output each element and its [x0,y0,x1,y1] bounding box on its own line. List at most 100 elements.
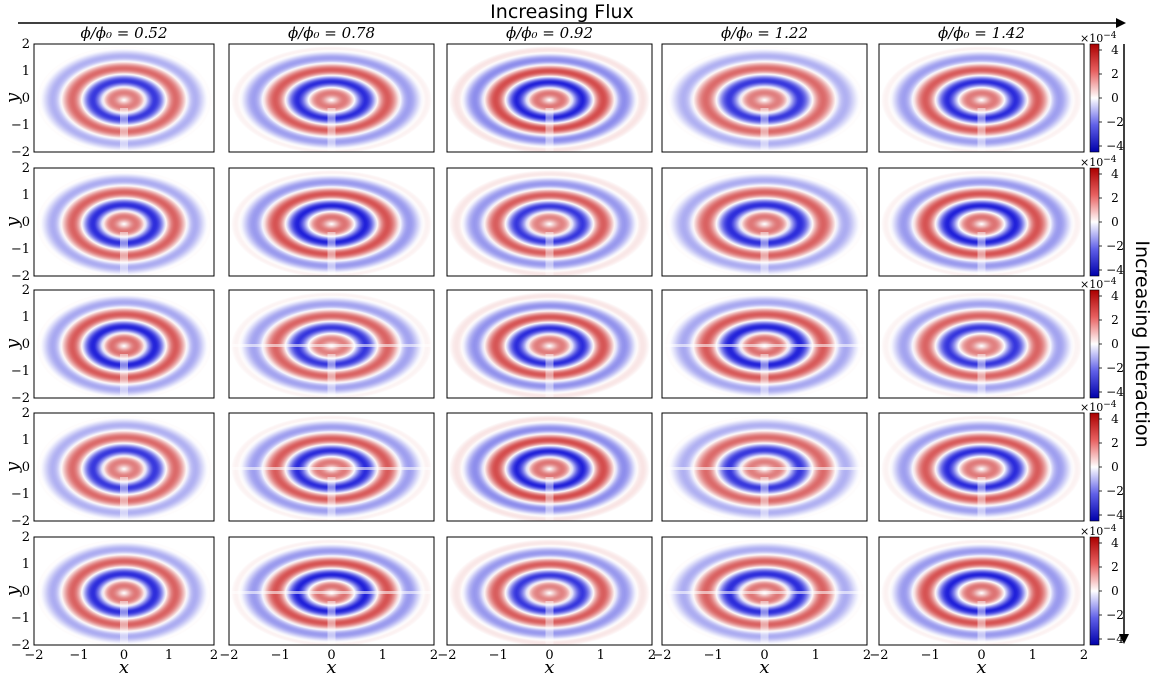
x-axis-label: x [544,657,554,678]
x-tick-label: −2 [24,648,43,663]
x-tick-label: 2 [210,648,218,663]
heatmap-panel [34,290,214,398]
y-tick-label: −1 [11,611,30,626]
y-axis-label: y [2,216,23,228]
x-tick-label: 0 [977,648,985,663]
y-tick-label: −1 [11,118,30,133]
colorbar-tick-label: −4 [1106,632,1124,646]
column-title: ϕ/ϕ₀ = 1.22 [721,24,808,42]
colorbar-tick-label: 0 [1111,460,1119,474]
heatmap-panel [879,44,1084,152]
heatmap-panel [662,413,867,521]
panel-frame [661,412,868,522]
spiral-pattern [449,292,650,398]
x-tick-label: −1 [704,648,723,663]
y-tick-label: −2 [11,391,30,406]
colorbar-tick-label: −2 [1106,361,1124,375]
spiral-pattern [449,46,650,152]
y-tick-label: −2 [11,514,30,529]
panel-frame [446,43,653,153]
colorbar [1089,43,1100,153]
x-tick-label: −2 [652,648,671,663]
spiral-pattern [881,415,1082,521]
y-tick-label: −2 [11,269,30,284]
colorbar [1089,167,1100,277]
flux-label: Increasing Flux [490,1,634,23]
x-tick-label: 1 [812,648,820,663]
heatmap-panel [34,537,214,645]
y-tick-label: 1 [22,310,30,325]
heatmap-panel [447,290,652,398]
heatmap-panel [447,537,652,645]
x-tick-label: 2 [648,648,656,663]
x-tick-label: 1 [165,648,173,663]
panel-frame [228,289,435,399]
column-title: ϕ/ϕ₀ = 0.52 [80,24,167,42]
heatmap-panel [879,413,1084,521]
panel-frame [661,167,868,277]
x-tick-label: 1 [1029,648,1037,663]
x-tick-label: 0 [327,648,335,663]
x-tick-label: 2 [863,648,871,663]
colorbar-tick-label: 2 [1111,560,1119,574]
x-tick-label: −1 [69,648,88,663]
colorbar-tick-label: 4 [1111,43,1119,57]
panel-frame [878,167,1085,277]
y-tick-label: −1 [11,487,30,502]
panel-frame [878,43,1085,153]
column-title: ϕ/ϕ₀ = 1.42 [938,24,1025,42]
panel-frame [228,412,435,522]
colorbar-tick-label: 0 [1111,91,1119,105]
colorbar [1089,536,1100,646]
heatmap-panel [34,168,214,276]
x-axis-label: x [326,657,336,678]
y-tick-label: −1 [11,364,30,379]
colorbar [1089,289,1100,399]
spiral-pattern [449,170,650,276]
spiral-pattern [231,46,432,152]
column-title: ϕ/ϕ₀ = 0.78 [288,24,375,42]
panel-frame [878,412,1085,522]
panel-frame [228,43,435,153]
y-tick-label: 2 [22,37,30,52]
colorbar-tick-label: −2 [1106,115,1124,129]
heatmap-panel [447,168,652,276]
heatmap-panel [34,44,214,152]
spiral-pattern [881,170,1082,276]
colorbar-tick-label: 0 [1111,337,1119,351]
spiral-pattern [664,170,865,276]
heatmap-panel [34,413,214,521]
x-axis-label: x [119,657,129,678]
colorbar-tick-label: 4 [1111,289,1119,303]
colorbar-tick-label: 2 [1111,67,1119,81]
panel-frame [33,167,215,277]
y-tick-label: 2 [22,283,30,298]
x-tick-label: −2 [437,648,456,663]
panel-frame [661,536,868,646]
spiral-pattern [881,539,1082,645]
x-axis-label: x [976,657,986,678]
colorbar-tick-label: 4 [1111,167,1119,181]
spiral-pattern [449,539,650,645]
x-tick-label: 0 [120,648,128,663]
panel-frame [661,289,868,399]
interaction-label: Increasing Interaction [1131,240,1151,447]
spiral-pattern [35,415,213,521]
x-tick-label: 0 [545,648,553,663]
heatmap-panel [662,290,867,398]
heatmap-panel [229,168,434,276]
y-tick-label: −2 [11,145,30,160]
y-tick-label: 2 [22,530,30,545]
spiral-pattern [35,539,213,645]
column-title: ϕ/ϕ₀ = 0.92 [506,24,593,42]
colorbar [1089,412,1100,522]
y-tick-label: −2 [11,638,30,653]
colorbar-tick-label: 2 [1111,191,1119,205]
y-tick-label: 2 [22,406,30,421]
spiral-pattern [35,170,213,276]
colorbar-tick-label: 4 [1111,536,1119,550]
panel-frame [33,412,215,522]
x-tick-label: −2 [869,648,888,663]
y-tick-label: −1 [11,242,30,257]
heatmap-panel [879,537,1084,645]
